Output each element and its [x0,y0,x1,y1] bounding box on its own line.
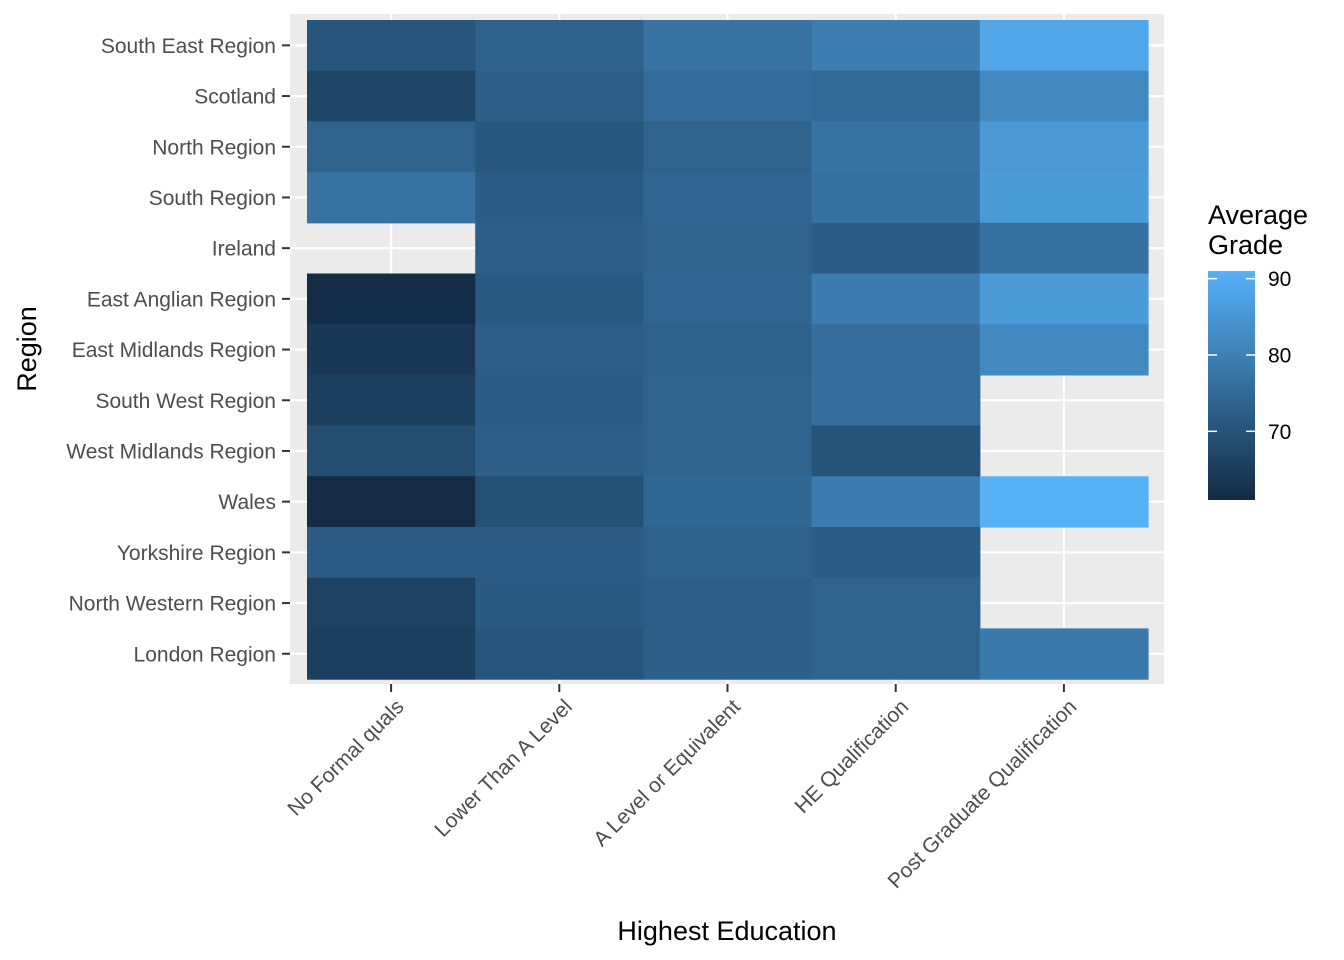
heatmap-cell [643,324,813,376]
heatmap-cell [979,222,1149,275]
heatmap-cell [643,374,813,427]
heatmap-cell [811,374,981,427]
heatmap-cell [643,577,813,629]
color-legend: Average Grade 70 80 90 [1208,200,1308,500]
heatmap-cell [307,273,476,325]
heatmap-cell [979,273,1149,325]
legend-colorbar [1208,271,1255,500]
heatmap-cell [475,628,644,680]
heatmap-cell [307,476,476,528]
heatmap-cell [307,70,476,122]
heatmap-cell [307,425,476,477]
heatmap-cell [307,20,476,72]
heatmap-cell [643,172,813,224]
x-axis: No Formal quals Lower Than A Level A Level… [283,684,1081,893]
heatmap-cell [475,324,644,376]
heatmap-cell [979,20,1149,72]
x-tick-label: HE Qualification [790,695,913,818]
heatmap-cell [475,476,644,528]
y-axis-title: Region [12,306,42,392]
heatmap-cell [307,628,476,680]
y-tick-label: South Region [149,187,276,210]
heatmap-cell [643,222,813,275]
heatmap-cell [475,273,644,325]
heatmap-cell [307,374,476,427]
heatmap-cell [307,172,476,224]
y-tick-label: South East Region [101,35,276,58]
heatmap-cell [475,425,644,477]
x-tick-label: Lower Than A Level [430,695,576,841]
legend-tick-label: 90 [1268,268,1291,291]
y-tick-label: Ireland [212,238,276,261]
heatmap-cell [475,222,644,275]
y-tick-label: Scotland [194,86,276,109]
heatmap-cell [307,577,476,629]
heatmap-cell [475,577,644,629]
x-tick-label: No Formal quals [283,695,408,820]
legend-title-line-2: Grade [1208,230,1283,260]
heatmap-cell [643,70,813,122]
heatmap-cell [643,628,813,680]
y-tick-label: Wales [218,491,276,514]
heatmap-cells [307,20,1149,680]
heatmap-cell [643,476,813,528]
heatmap-cell [979,628,1149,680]
x-tick-label: A Level or Equivalent [589,695,745,851]
heatmap-cell [811,222,981,275]
legend-tick-label: 80 [1268,344,1291,367]
heatmap-cell [643,273,813,325]
x-axis-title: Highest Education [617,916,836,946]
heatmap-cell [811,121,981,173]
y-tick-label: London Region [134,643,276,666]
heatmap-cell [811,20,981,72]
heatmap-cell [811,425,981,477]
heatmap-cell [811,273,981,325]
heatmap-cell [643,527,813,579]
heatmap-cell [475,20,644,72]
heatmap-cell [979,70,1149,122]
y-tick-label: East Midlands Region [72,339,276,362]
heatmap-cell [307,527,476,579]
heatmap-cell [475,172,644,224]
heatmap-cell [475,527,644,579]
legend-tick-label: 70 [1268,421,1291,444]
heatmap-cell [307,324,476,376]
heatmap-cell [811,172,981,224]
heatmap-cell [811,476,981,528]
y-axis: South East Region Scotland North Region Sou… [66,35,290,666]
heatmap-cell [811,324,981,376]
heatmap-cell [475,70,644,122]
y-tick-label: East Anglian Region [87,288,276,311]
y-tick-label: North Region [152,136,276,159]
y-tick-label: North Western Region [69,593,276,616]
y-tick-label: West Midlands Region [66,440,276,463]
x-tick-label: Post Graduate Qualification [884,695,1082,893]
heatmap-cell [475,121,644,173]
heatmap-cell [811,527,981,579]
heatmap-cell [979,476,1149,528]
y-tick-label: South West Region [95,390,276,413]
heatmap-cell [811,628,981,680]
heatmap-cell [811,70,981,122]
heatmap-cell [979,121,1149,173]
legend-title-line-1: Average [1208,200,1308,230]
heatmap-cell [307,121,476,173]
heatmap-cell [643,121,813,173]
heatmap-cell [811,577,981,629]
heatmap-cell [979,324,1149,376]
heatmap-cell [979,172,1149,224]
heatmap-cell [643,425,813,477]
heatmap-cell [475,374,644,427]
heatmap-cell [643,20,813,72]
y-tick-label: Yorkshire Region [117,542,276,565]
